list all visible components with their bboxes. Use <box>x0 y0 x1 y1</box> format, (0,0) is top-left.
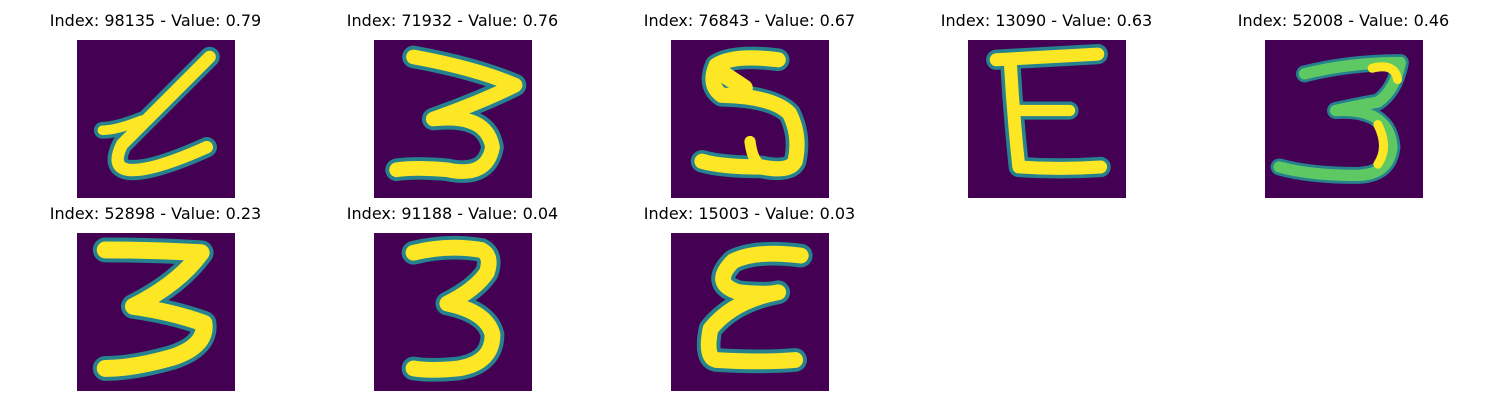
digit-image <box>671 233 829 391</box>
panel-title: Index: 13090 - Value: 0.63 <box>940 11 1153 30</box>
panel-title: Index: 71932 - Value: 0.76 <box>346 11 559 30</box>
digit-image <box>77 233 235 391</box>
panel-title: Index: 98135 - Value: 0.79 <box>49 11 262 30</box>
digit-image <box>1265 40 1423 198</box>
panel-8: Index: 15003 - Value: 0.03 <box>601 205 898 395</box>
panel-6: Index: 52898 - Value: 0.23 <box>7 205 304 395</box>
digit-image <box>968 40 1126 198</box>
panel-4: Index: 13090 - Value: 0.63 <box>898 12 1195 202</box>
panel-title: Index: 52008 - Value: 0.46 <box>1237 11 1450 30</box>
digit-image <box>77 40 235 198</box>
digit-image <box>374 40 532 198</box>
panel-3: Index: 76843 - Value: 0.67 <box>601 12 898 202</box>
panel-7: Index: 91188 - Value: 0.04 <box>304 205 601 395</box>
panel-5: Index: 52008 - Value: 0.46 <box>1195 12 1492 202</box>
digit-image <box>374 233 532 391</box>
panel-title: Index: 52898 - Value: 0.23 <box>49 204 262 223</box>
panel-2: Index: 71932 - Value: 0.76 <box>304 12 601 202</box>
panel-title: Index: 15003 - Value: 0.03 <box>643 204 856 223</box>
panel-title: Index: 91188 - Value: 0.04 <box>346 204 559 223</box>
digit-image <box>671 40 829 198</box>
panel-title: Index: 76843 - Value: 0.67 <box>643 11 856 30</box>
panel-1: Index: 98135 - Value: 0.79 <box>7 12 304 202</box>
